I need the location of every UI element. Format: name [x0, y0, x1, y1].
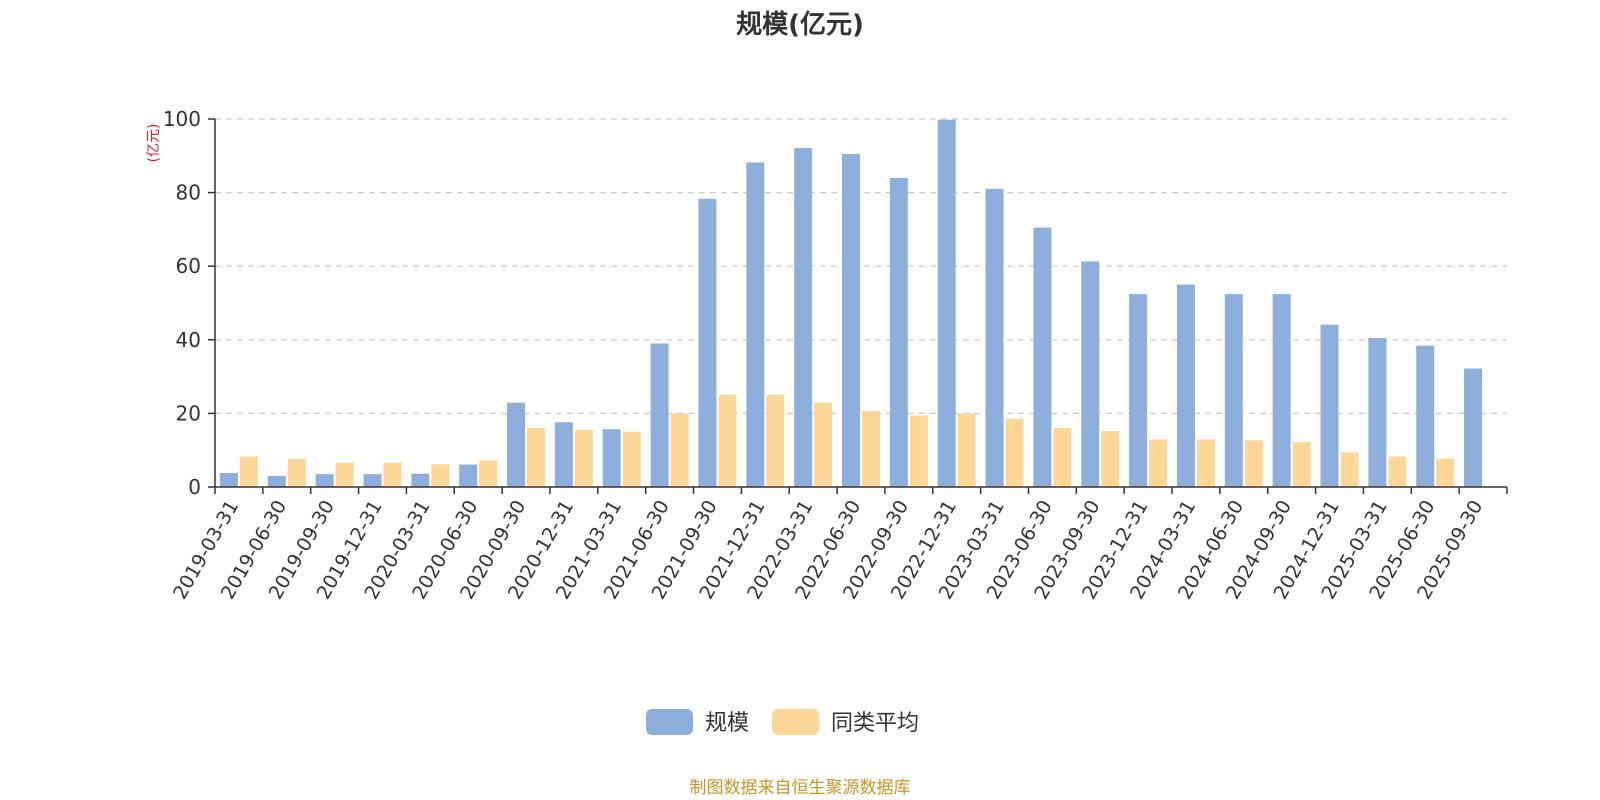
- bar-scale-2019-03-31: [219, 473, 238, 487]
- y-tick-label: 100: [163, 107, 201, 131]
- bar-scale-2023-06-30: [1033, 227, 1052, 487]
- legend-swatch: [646, 709, 693, 735]
- chart-title: 规模(亿元): [736, 10, 864, 40]
- bar-peer-average-2023-06-30: [1053, 428, 1072, 487]
- bar-peer-average-2021-09-30: [718, 395, 737, 487]
- gridlines: [215, 118, 1507, 414]
- bar-peer-average-2022-09-30: [909, 415, 928, 487]
- bar-peer-average-2021-06-30: [670, 413, 689, 487]
- bar-scale-2024-12-31: [1320, 324, 1339, 487]
- bar-peer-average-2019-12-31: [383, 462, 402, 487]
- y-tick-labels: 0 20 40 60 80 100: [163, 107, 201, 499]
- bar-scale-2021-12-31: [746, 162, 765, 487]
- data-source-note: 制图数据来自恒生聚源数据库: [690, 778, 911, 798]
- bar-scale-2022-12-31: [937, 119, 956, 488]
- bar-peer-average-2020-09-30: [527, 428, 546, 487]
- bar-peer-average-2024-03-31: [1196, 439, 1215, 487]
- y-tick-label: 0: [188, 475, 201, 499]
- bar-scale-2019-06-30: [267, 475, 286, 487]
- bar-scale-2019-09-30: [315, 474, 334, 487]
- bar-scale-2024-03-31: [1176, 284, 1195, 487]
- bar-peer-average-2025-06-30: [1436, 458, 1455, 487]
- bar-scale-2020-03-31: [411, 473, 430, 487]
- bar-scale-2023-12-31: [1129, 294, 1148, 487]
- bar-peer-average-2019-03-31: [239, 456, 258, 487]
- bar-peer-average-2022-03-31: [814, 402, 833, 487]
- legend-label: 规模: [705, 711, 749, 736]
- bar-peer-average-2023-09-30: [1101, 431, 1120, 487]
- legend-label: 同类平均: [831, 711, 919, 736]
- bar-scale-2022-03-31: [794, 148, 813, 487]
- bar-scale-2020-09-30: [507, 402, 526, 487]
- bar-scale-2025-06-30: [1416, 345, 1435, 487]
- y-tick-label: 80: [176, 181, 201, 205]
- bar-peer-average-2022-12-31: [957, 413, 976, 487]
- bar-peer-average-2022-06-30: [862, 411, 880, 487]
- bar-peer-average-2020-12-31: [574, 429, 593, 487]
- y-tick-label: 20: [176, 401, 201, 425]
- bar-peer-average-2021-03-31: [622, 431, 641, 487]
- bars: [219, 119, 1483, 488]
- bar-peer-average-2024-09-30: [1292, 442, 1311, 487]
- bar-scale-2021-03-31: [602, 429, 621, 487]
- bar-peer-average-2024-06-30: [1244, 440, 1263, 487]
- bar-scale-2019-12-31: [363, 474, 382, 487]
- bar-peer-average-2024-12-31: [1340, 452, 1359, 487]
- bar-scale-2022-09-30: [889, 177, 908, 487]
- bar-peer-average-2023-12-31: [1149, 439, 1168, 487]
- bar-peer-average-2019-06-30: [287, 459, 306, 487]
- bar-peer-average-2025-03-31: [1388, 456, 1407, 487]
- bar-peer-average-2020-06-30: [479, 460, 498, 487]
- bar-scale-2022-06-30: [842, 153, 860, 487]
- bar-peer-average-2021-12-31: [766, 395, 785, 487]
- bar-scale-2025-03-31: [1368, 337, 1387, 487]
- bar-scale-2020-06-30: [459, 464, 478, 487]
- bar-scale-2023-09-30: [1081, 261, 1100, 487]
- bar-peer-average-2019-09-30: [335, 462, 354, 487]
- bar-scale-2020-12-31: [554, 422, 573, 487]
- bar-scale-2021-06-30: [650, 343, 669, 487]
- legend: 规模 同类平均: [646, 709, 919, 736]
- bar-scale-2021-09-30: [698, 198, 717, 487]
- legend-swatch: [772, 709, 819, 735]
- y-axis-unit-label: (亿元): [146, 124, 162, 163]
- x-tick-labels: 2019-03-312019-06-302019-09-302019-12-31…: [169, 496, 1487, 603]
- y-tick-label: 60: [176, 254, 201, 278]
- axes: [208, 118, 1508, 494]
- y-tick-label: 40: [176, 328, 201, 352]
- bar-peer-average-2023-03-31: [1005, 418, 1024, 487]
- bar-scale-2024-09-30: [1272, 294, 1291, 487]
- bar-peer-average-2020-03-31: [431, 464, 450, 487]
- bar-scale-2024-06-30: [1224, 294, 1243, 487]
- bar-scale-2023-03-31: [985, 188, 1004, 488]
- bar-scale-2025-09-30: [1464, 368, 1483, 487]
